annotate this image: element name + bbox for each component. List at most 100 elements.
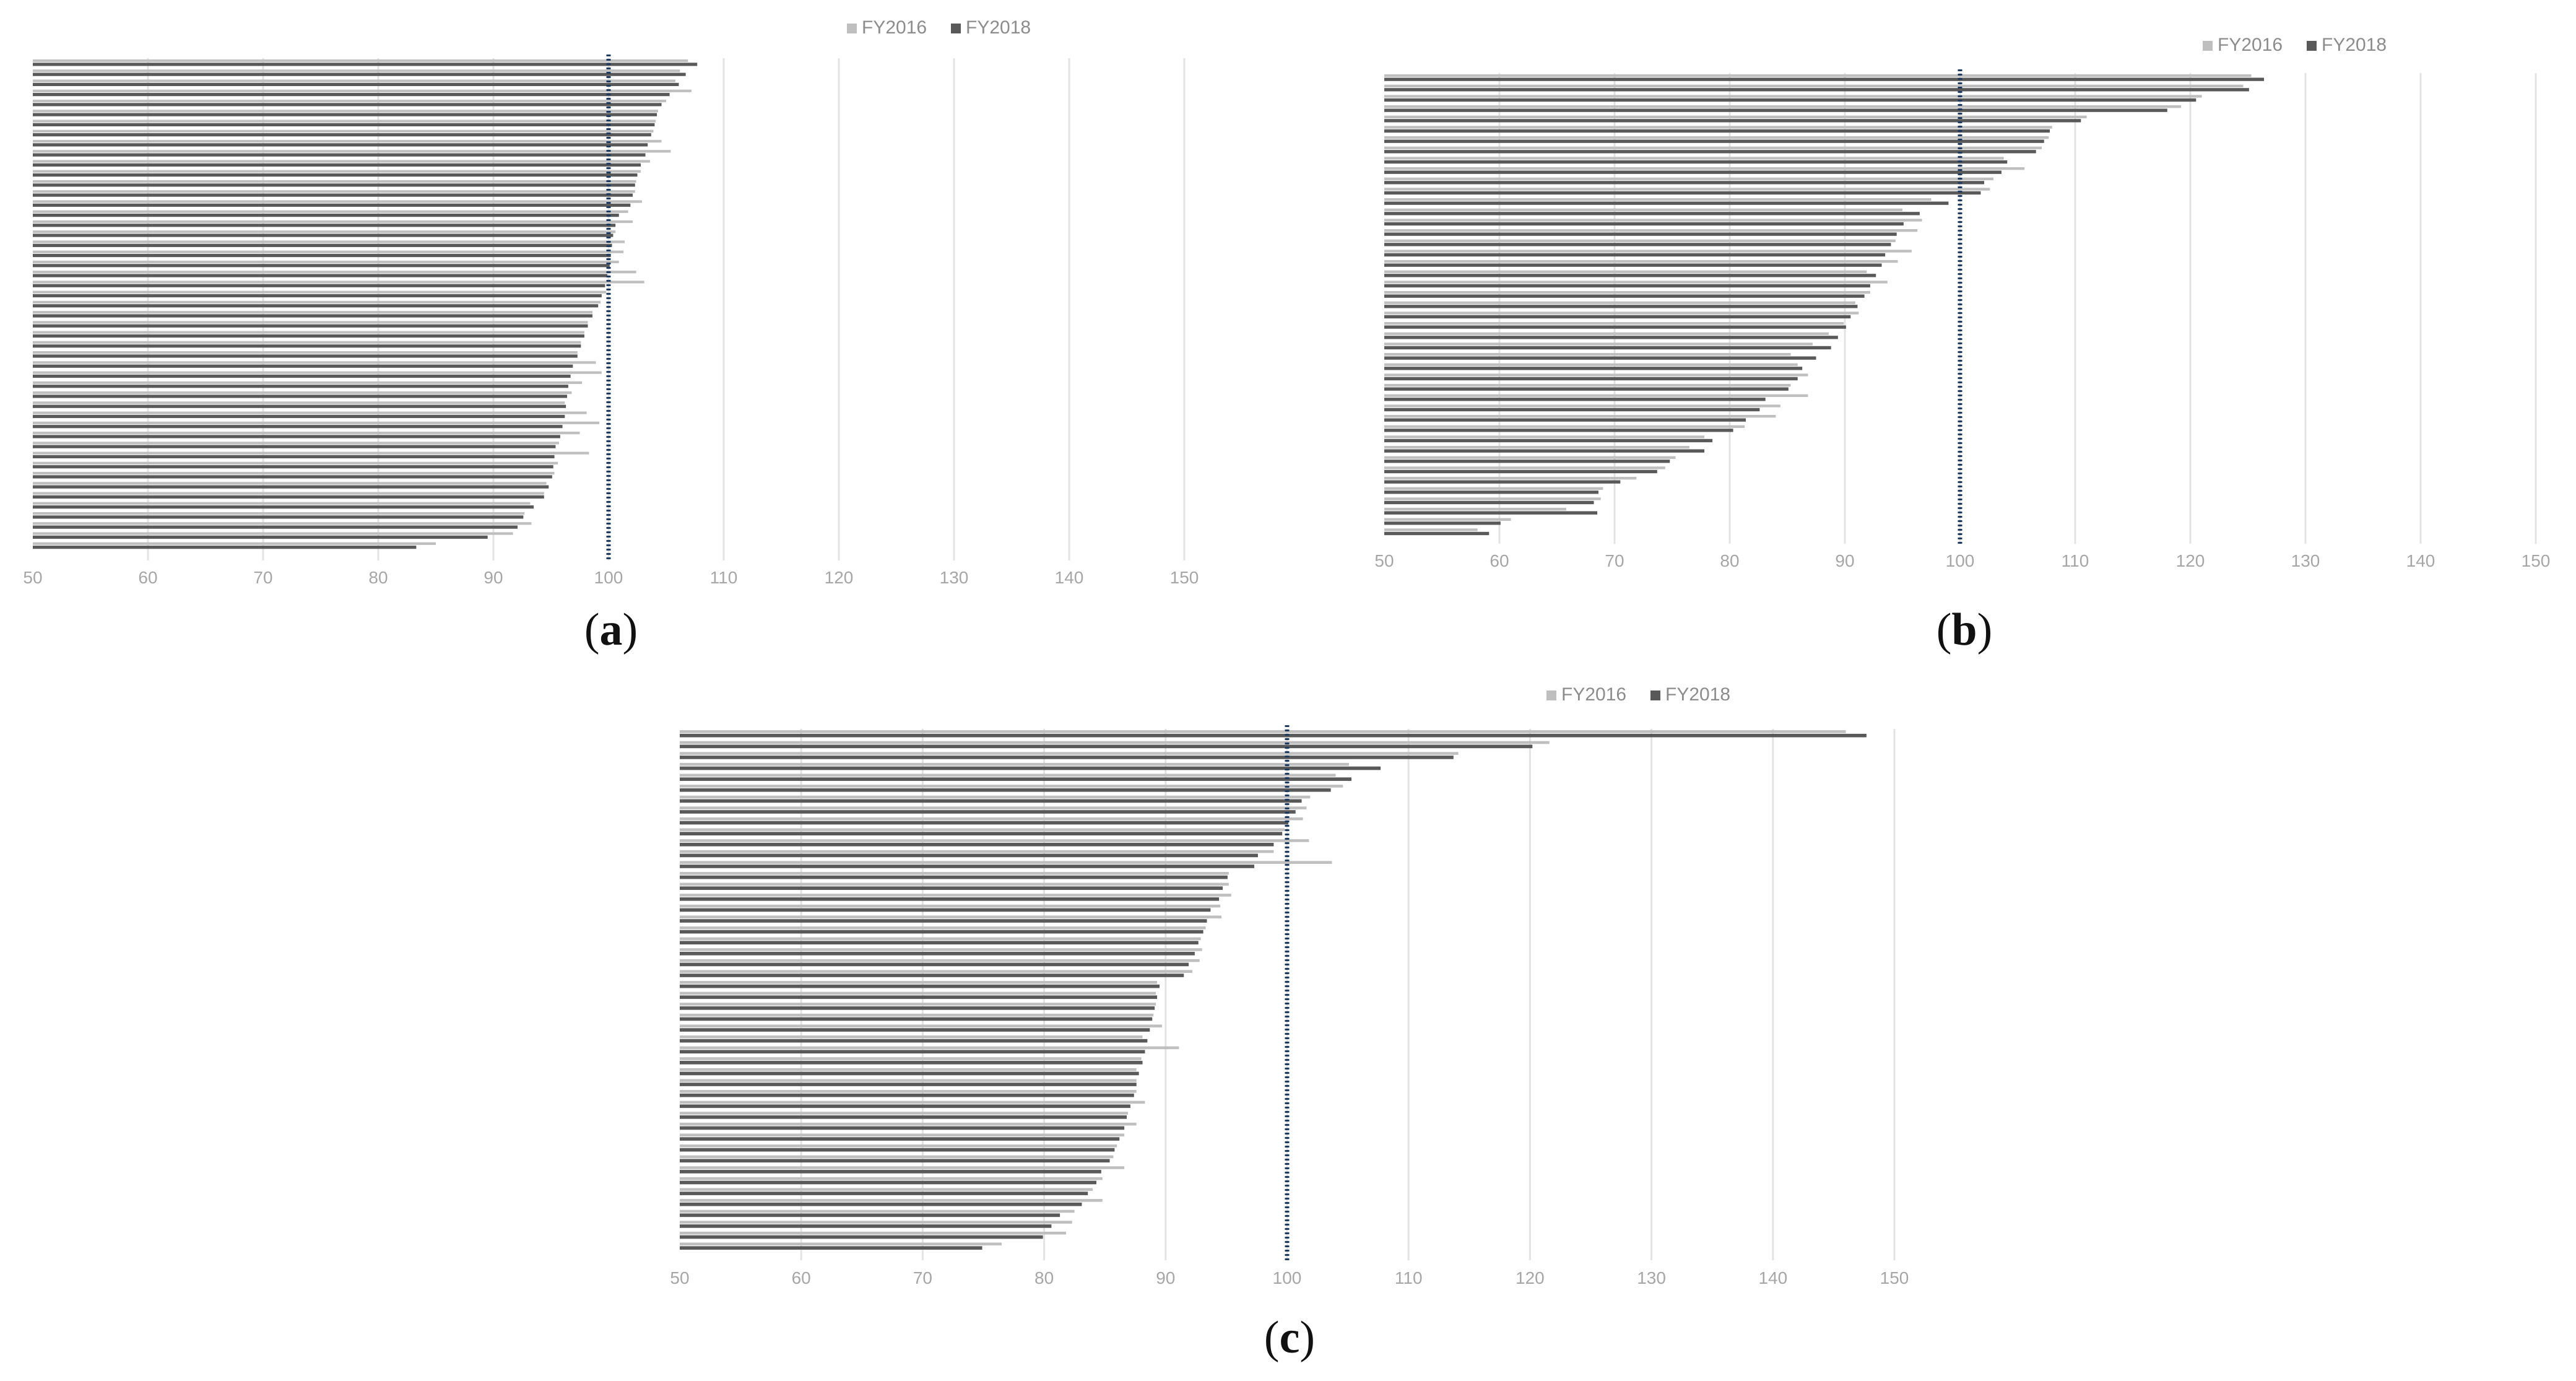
bar-fy2018 xyxy=(1384,284,1870,288)
bar-fy2018 xyxy=(680,941,1199,945)
bar-fy2018 xyxy=(680,744,1533,749)
x-tick-label: 100 xyxy=(1273,1268,1302,1287)
bar-fy2016 xyxy=(680,937,1201,941)
chart-2: 50 60 70 80 90 100 110 120 130 140 150 FY2016 FY2018 xyxy=(1374,35,2550,570)
bar-fy2016 xyxy=(1384,456,1676,459)
bar-fy2016 xyxy=(33,391,572,394)
bar-fy2016 xyxy=(1384,528,1478,531)
bar-fy2018 xyxy=(1384,387,1789,391)
bar-fy2016 xyxy=(33,361,596,364)
x-tick-label: 110 xyxy=(1395,1268,1423,1287)
bar-fy2016 xyxy=(1384,198,1932,201)
bar-fy2016 xyxy=(680,1079,1137,1083)
bar-fy2016 xyxy=(1384,322,1844,325)
x-tick-label: 90 xyxy=(1156,1268,1175,1287)
bar-fy2016 xyxy=(1384,229,1918,232)
bar-fy2018 xyxy=(33,515,524,519)
x-tick-label: 90 xyxy=(1835,551,1854,570)
bar-fy2016 xyxy=(33,160,650,163)
bar-fy2016 xyxy=(33,401,565,404)
bar-fy2016 xyxy=(680,1166,1125,1169)
bar-fy2016 xyxy=(33,542,436,545)
bar-fy2018 xyxy=(680,1180,1096,1185)
bar-fy2018 xyxy=(1384,460,1670,463)
bar-fy2018 xyxy=(680,886,1223,891)
bar-fy2018 xyxy=(680,974,1184,977)
bar-fy2018 xyxy=(1384,191,1981,195)
bar-fy2016 xyxy=(1384,177,1993,180)
x-tick-label: 110 xyxy=(710,568,738,587)
bar-fy2018 xyxy=(33,233,614,237)
bar-fy2016 xyxy=(680,1090,1137,1093)
bar-fy2018 xyxy=(33,475,552,479)
bar-fy2018 xyxy=(680,1148,1115,1152)
bar-fy2018 xyxy=(680,1050,1145,1054)
panel-label-c: (c) xyxy=(1264,1312,1316,1363)
bar-fy2016 xyxy=(680,1122,1137,1126)
x-tick-label: 60 xyxy=(792,1268,811,1287)
bar-fy2016 xyxy=(33,351,578,354)
bar-fy2016 xyxy=(33,432,580,435)
bar-fy2018 xyxy=(680,1093,1134,1097)
bar-fy2018 xyxy=(33,103,662,107)
bar-fy2016 xyxy=(33,532,513,535)
bar-fy2018 xyxy=(1384,500,1594,505)
x-tick-label: 100 xyxy=(594,568,623,587)
bar-fy2018 xyxy=(33,546,417,549)
bar-fy2016 xyxy=(1384,332,1829,335)
bar-fy2016 xyxy=(33,321,588,324)
bar-fy2016 xyxy=(33,442,560,445)
bar-fy2016 xyxy=(680,1003,1156,1006)
bar-fy2016 xyxy=(680,904,1221,908)
bar-fy2016 xyxy=(680,741,1550,744)
x-tick-label: 150 xyxy=(1170,568,1199,587)
bar-fy2016 xyxy=(33,120,656,123)
bar-fy2016 xyxy=(1384,126,2052,129)
bar-fy2016 xyxy=(680,1155,1114,1159)
bar-fy2018 xyxy=(680,1071,1139,1076)
bar-fy2018 xyxy=(33,133,651,137)
x-tick-label: 120 xyxy=(1516,1268,1545,1287)
bar-fy2016 xyxy=(1384,157,2004,160)
bar-fy2016 xyxy=(33,522,532,525)
bar-fy2016 xyxy=(1384,146,2042,149)
bar-fy2018 xyxy=(680,1115,1127,1119)
bar-fy2018 xyxy=(33,465,553,469)
bar-fy2016 xyxy=(1384,95,2202,98)
bar-fy2018 xyxy=(1384,243,1891,246)
bar-fy2016 xyxy=(33,210,628,213)
x-tick-label: 70 xyxy=(1605,551,1624,570)
bar-fy2018 xyxy=(680,962,1189,967)
bar-fy2016 xyxy=(33,240,625,243)
bar-fy2018 xyxy=(680,897,1220,901)
bar-fy2016 xyxy=(33,341,581,344)
bar-fy2018 xyxy=(1384,377,1798,381)
bar-fy2016 xyxy=(1384,301,1855,304)
bar-fy2018 xyxy=(680,1083,1137,1086)
bar-fy2018 xyxy=(680,865,1255,868)
legend-swatch-fy2016 xyxy=(1546,690,1556,700)
bar-fy2016 xyxy=(33,79,675,82)
x-tick-label: 100 xyxy=(1946,551,1975,570)
bar-fy2018 xyxy=(680,1061,1143,1065)
bar-fy2018 xyxy=(33,364,573,368)
bar-fy2016 xyxy=(680,785,1343,788)
bar-fy2018 xyxy=(1384,407,1760,412)
legend-swatch-fy2016 xyxy=(847,24,857,33)
legend-label-fy2016: FY2016 xyxy=(1561,684,1626,705)
bar-fy2018 xyxy=(33,385,568,388)
bar-fy2016 xyxy=(33,300,601,304)
bar-fy2016 xyxy=(1384,415,1776,418)
bar-fy2016 xyxy=(33,190,635,193)
bar-fy2018 xyxy=(1384,438,1713,443)
bar-fy2018 xyxy=(33,72,686,76)
bar-fy2016 xyxy=(1384,394,1808,397)
bar-fy2016 xyxy=(33,482,547,485)
legend-label-fy2018: FY2018 xyxy=(2322,35,2387,55)
bar-fy2018 xyxy=(680,788,1331,792)
bar-fy2018 xyxy=(33,404,566,408)
legend-swatch-fy2016 xyxy=(2203,41,2213,51)
bar-fy2018 xyxy=(33,243,612,247)
panel-label-b: (b) xyxy=(1936,604,1993,655)
bar-fy2016 xyxy=(1384,497,1601,500)
